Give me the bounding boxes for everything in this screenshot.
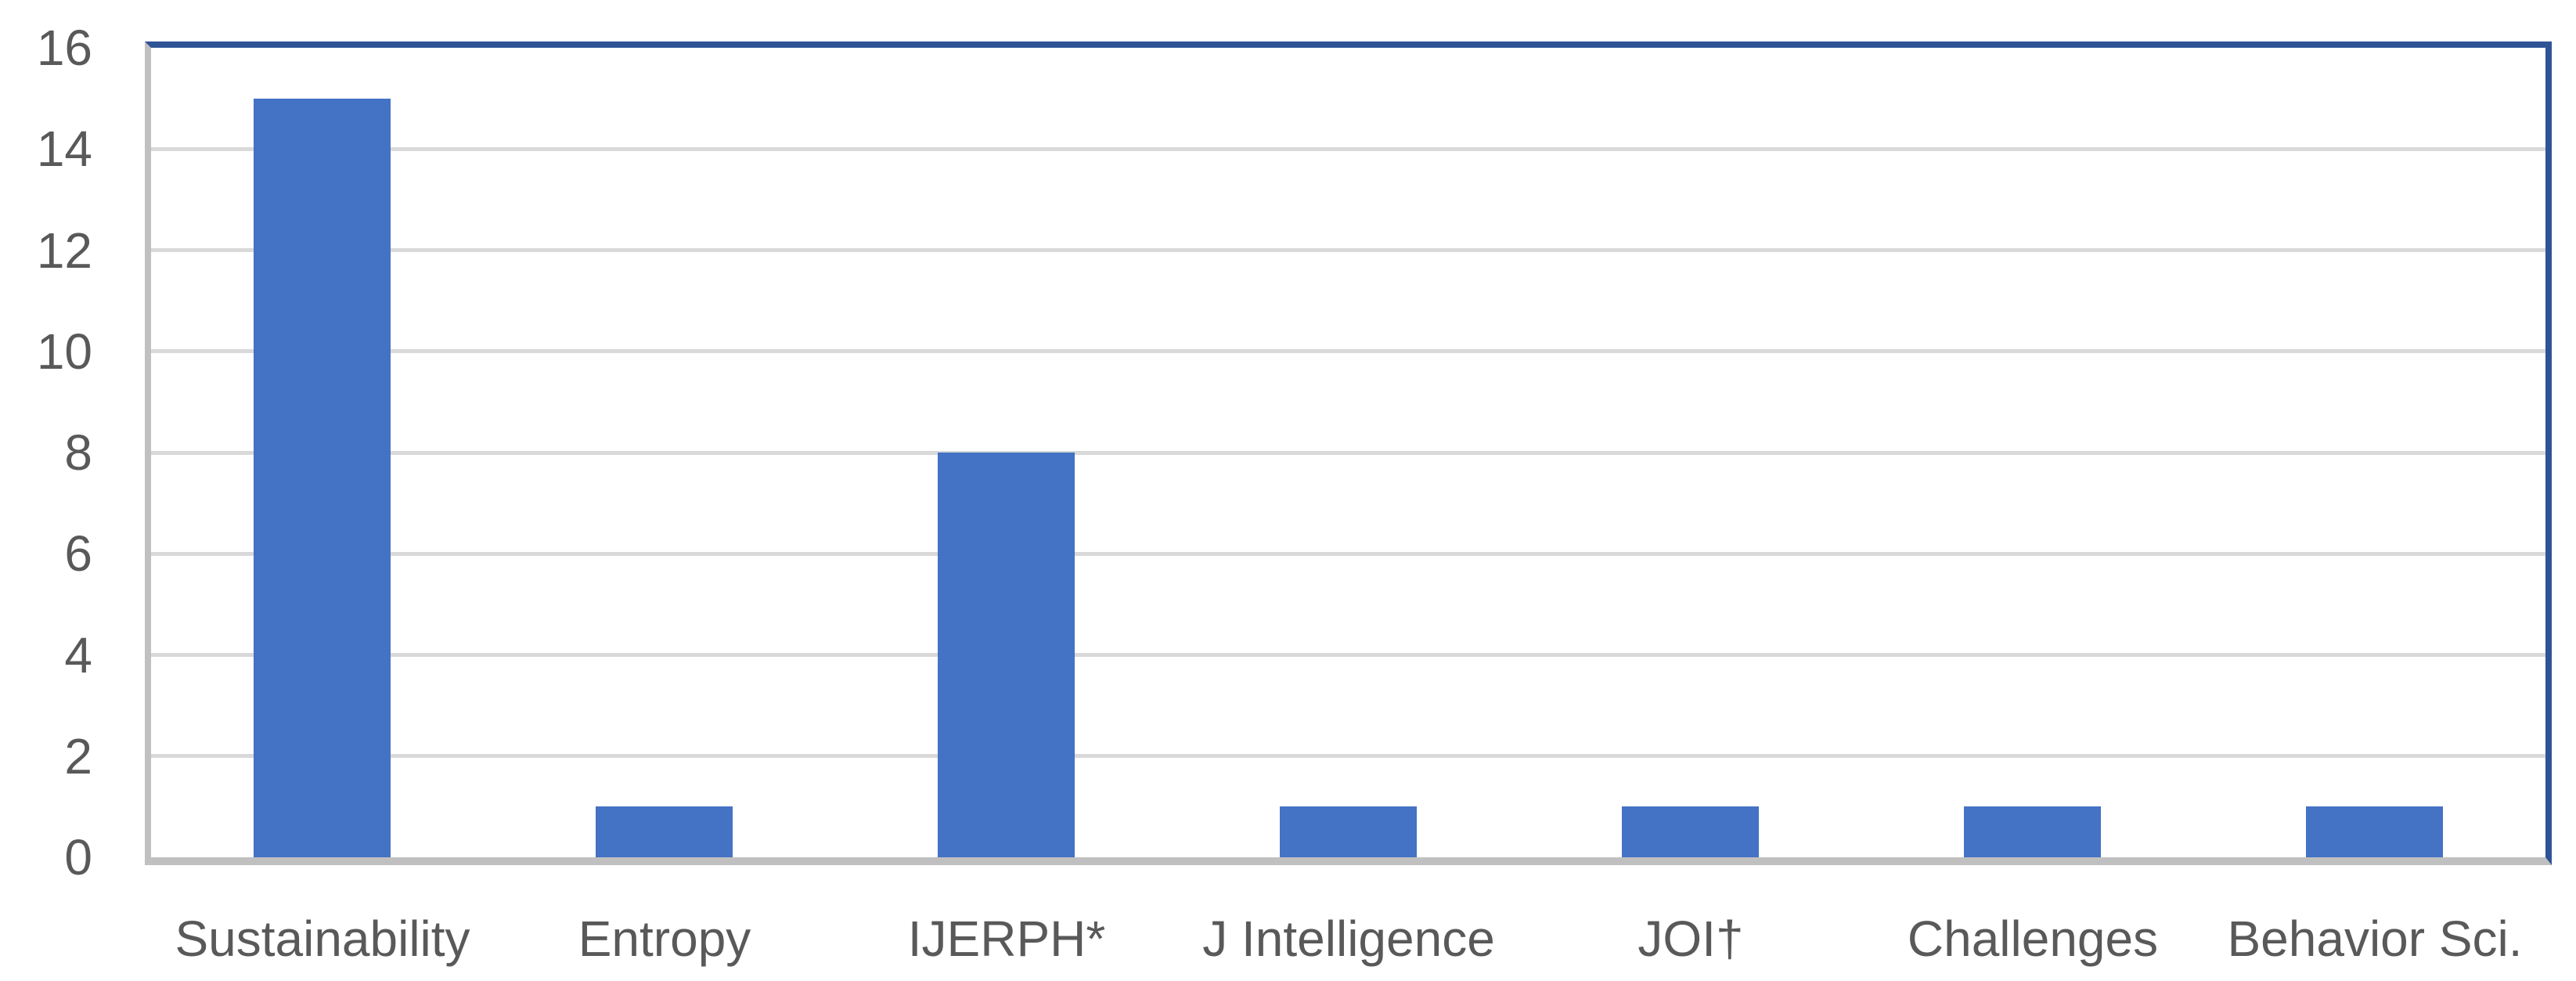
gridline-y-8: [151, 451, 2545, 455]
bar-joi: [1622, 806, 1759, 857]
bar-behavior-sci: [2306, 806, 2443, 857]
y-tick-label-16: 16: [36, 20, 92, 76]
x-category-label-ijerph: IJERPH*: [907, 911, 1106, 967]
x-category-label-entropy: Entropy: [578, 911, 751, 967]
y-tick-label-0: 0: [64, 829, 92, 885]
x-category-label-joi: JOI†: [1637, 911, 1744, 967]
y-tick-label-2: 2: [64, 728, 92, 784]
y-tick-label-6: 6: [64, 525, 92, 582]
x-category-label-behavior-sci: Behavior Sci.: [2227, 911, 2523, 967]
plot-area: [145, 41, 2552, 865]
y-tick-label-10: 10: [36, 323, 92, 380]
bar-j-intelligence: [1280, 806, 1417, 857]
x-category-label-j-intelligence: J Intelligence: [1202, 911, 1495, 967]
bar-ijerph: [938, 453, 1075, 857]
y-tick-label-12: 12: [36, 222, 92, 279]
x-category-label-sustainability: Sustainability: [175, 911, 470, 967]
x-category-label-challenges: Challenges: [1907, 911, 2159, 967]
gridline-y-2: [151, 754, 2545, 758]
y-tick-label-14: 14: [36, 121, 92, 177]
y-tick-label-4: 4: [64, 627, 92, 683]
y-tick-label-8: 8: [64, 424, 92, 481]
bar-challenges: [1964, 806, 2101, 857]
bar-sustainability: [254, 99, 391, 857]
gridline-y-6: [151, 552, 2545, 556]
gridline-y-10: [151, 349, 2545, 353]
gridline-y-12: [151, 248, 2545, 252]
gridline-y-14: [151, 147, 2545, 151]
bar-entropy: [596, 806, 733, 857]
gridline-y-4: [151, 653, 2545, 657]
